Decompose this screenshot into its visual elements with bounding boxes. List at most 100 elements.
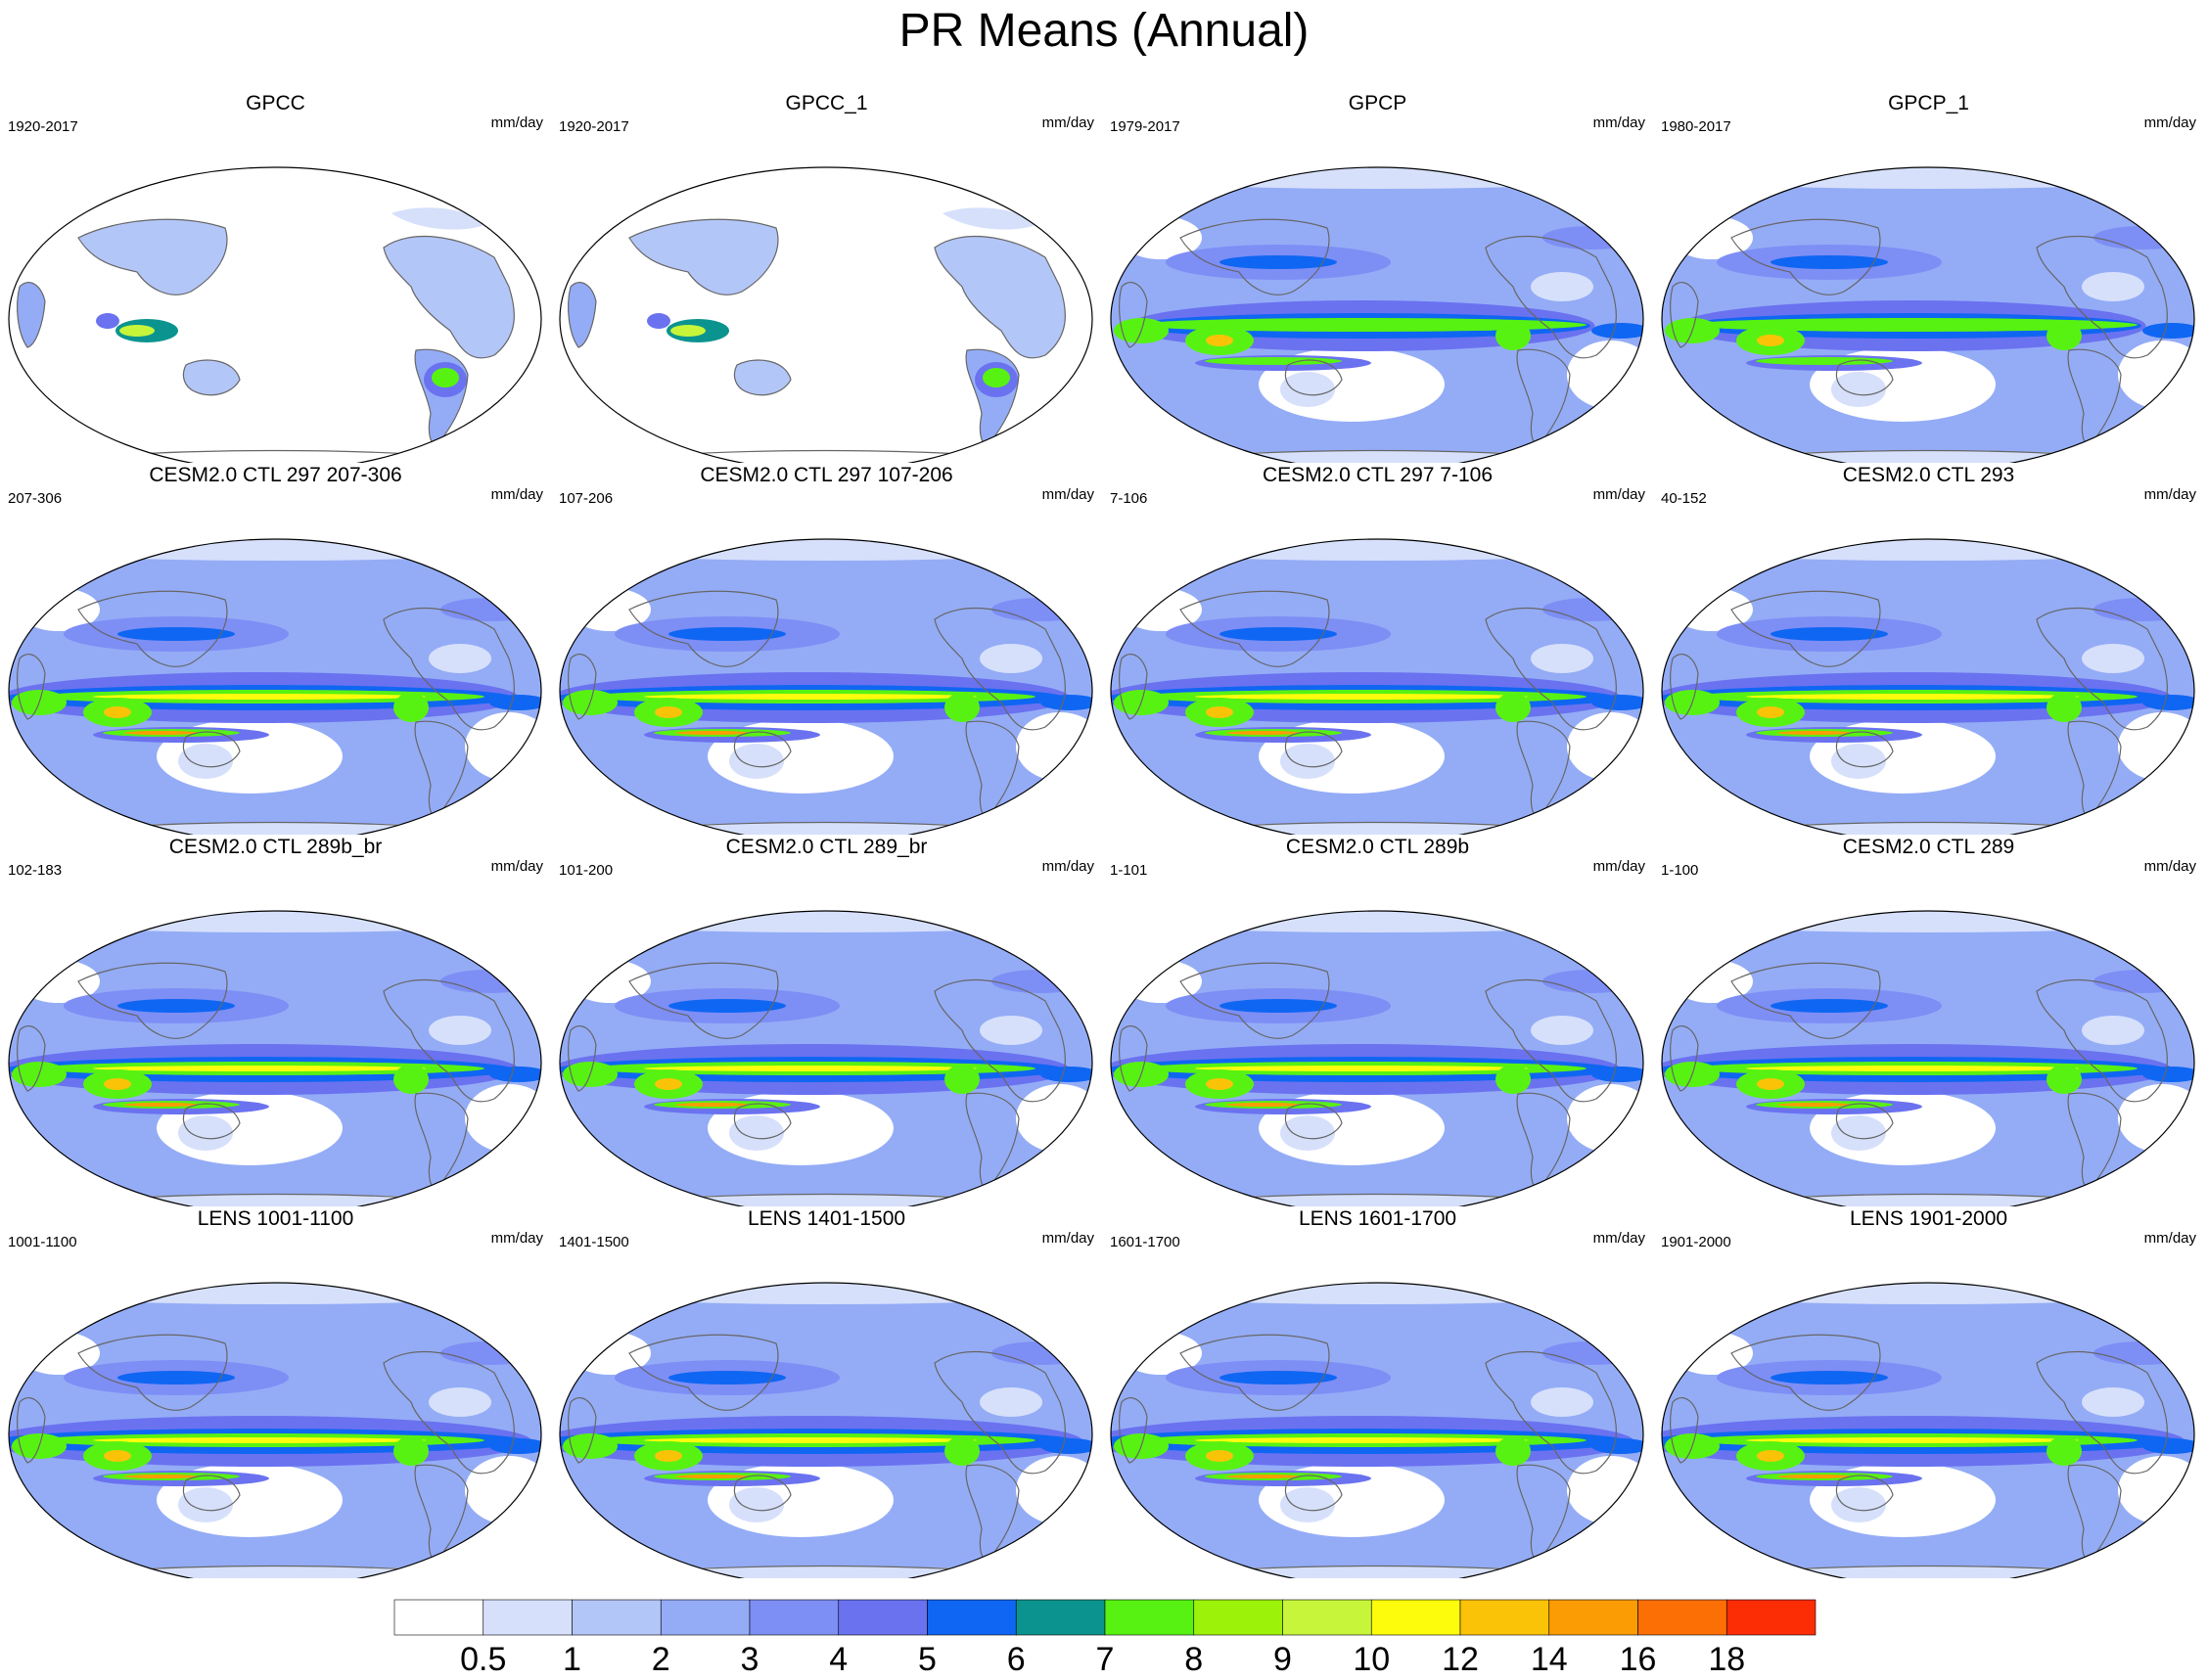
- atlantic-subtropic-dry: [1531, 644, 1593, 673]
- precip-field: [1111, 1283, 1643, 1578]
- colorbar-swatch: [1548, 1599, 1638, 1636]
- coastline: [1119, 654, 1148, 720]
- coastline: [628, 962, 779, 1039]
- amazon-rain: [2047, 693, 2082, 722]
- panel-units: mm/day: [2143, 114, 2196, 131]
- colorbar-swatch: [1104, 1599, 1195, 1636]
- colorbar-swatch: [1370, 1599, 1461, 1636]
- australia-dry: [1280, 1115, 1335, 1151]
- coastline: [733, 731, 792, 768]
- maritime-continent-peak: [1757, 335, 1784, 346]
- colorbar-swatch: [927, 1599, 1017, 1636]
- map-panel: CESM2.0 CTL 297 107-206 107-206 mm/day: [551, 463, 1102, 835]
- colorbar-label: 1: [563, 1641, 581, 1678]
- coastline: [182, 1103, 241, 1140]
- maritime-continent-peak: [1757, 1078, 1784, 1090]
- maritime-continent-peak: [1757, 706, 1784, 718]
- coastline: [1835, 1475, 1894, 1512]
- precip-field: [560, 167, 1092, 463]
- atlantic-subtropic-dry: [980, 1387, 1042, 1417]
- colorbar-label: 9: [1273, 1641, 1292, 1678]
- colorbar-label: 18: [1708, 1641, 1745, 1678]
- spcz-core: [1205, 357, 1342, 365]
- coastline: [934, 978, 1066, 1103]
- itcz-peak: [644, 694, 977, 700]
- coastline: [1219, 821, 1534, 828]
- coastline: [1835, 731, 1894, 768]
- amazon-rain: [393, 1436, 429, 1466]
- coastline: [1485, 978, 1617, 1103]
- amazon-rain: [944, 1436, 980, 1466]
- coastline: [182, 1475, 241, 1512]
- panel-title: LENS 1601-1700: [1298, 1207, 1457, 1230]
- panel-period: 1-100: [1661, 862, 1699, 879]
- atlantic-subtropic-dry: [1531, 1387, 1593, 1417]
- north-pacific-storm-core: [117, 1371, 235, 1385]
- colorbar-label: 14: [1531, 1641, 1568, 1678]
- spcz-peak: [675, 1475, 750, 1478]
- coastline: [77, 590, 228, 667]
- maritime-continent-peak: [104, 1078, 131, 1090]
- coastline: [1179, 218, 1330, 295]
- amazon-rain: [393, 693, 429, 722]
- map-panel: CESM2.0 CTL 293 40-152 mm/day: [1653, 463, 2204, 835]
- panel-period: 1401-1500: [559, 1234, 629, 1250]
- colorbar-swatch: [572, 1599, 662, 1636]
- maritime-continent-peak: [1206, 1078, 1233, 1090]
- panel-title: GPCP: [1348, 92, 1407, 114]
- north-pacific-storm-core: [1219, 999, 1337, 1013]
- maritime-continent-peak: [1206, 1450, 1233, 1462]
- panel-units: mm/day: [2143, 858, 2196, 875]
- atlantic-itcz: [2142, 1438, 2194, 1454]
- amazon-rain: [944, 1065, 980, 1094]
- panel-units: mm/day: [1592, 486, 1645, 503]
- atlantic-subtropic-dry: [2082, 1016, 2144, 1045]
- panel-period: 207-306: [8, 490, 63, 507]
- atlantic-subtropic-dry: [429, 644, 491, 673]
- americas-land: [384, 236, 515, 358]
- colorbar-label: 10: [1353, 1641, 1390, 1678]
- panel-period: 40-152: [1661, 490, 1707, 507]
- itcz-peak: [1195, 694, 1528, 700]
- precip-field: [1662, 167, 2194, 463]
- coastline: [1485, 607, 1617, 731]
- coastline: [568, 1025, 597, 1092]
- amazon-rain: [1495, 1065, 1531, 1094]
- atlantic-itcz: [2142, 1067, 2194, 1082]
- coastline: [628, 1334, 779, 1411]
- panel-period: 1001-1100: [8, 1234, 77, 1250]
- panel-period: 1901-2000: [1661, 1234, 1731, 1250]
- spcz-peak: [124, 1475, 199, 1478]
- maritime-continent-peak: [104, 706, 131, 718]
- americas-land: [935, 236, 1066, 358]
- coastline: [1770, 449, 2085, 456]
- itcz-peak: [1746, 694, 2079, 700]
- precipitation-map: [1110, 166, 1644, 463]
- coastline: [1670, 1025, 1699, 1092]
- precipitation-map: [1661, 1282, 2195, 1578]
- coastline: [182, 731, 241, 768]
- map-border: [8, 538, 542, 835]
- spcz-peak: [1777, 1103, 1852, 1107]
- spcz-peak: [1226, 1103, 1301, 1107]
- precipitation-map: [8, 538, 542, 835]
- amazon-rain-core: [983, 368, 1010, 387]
- coastline: [383, 978, 515, 1103]
- coastline: [2036, 607, 2168, 731]
- coastline: [1670, 1397, 1699, 1464]
- colorbar-swatch: [393, 1599, 484, 1636]
- coastline: [1670, 654, 1699, 720]
- itcz-peak: [1746, 1437, 2079, 1443]
- coastline: [1284, 731, 1343, 768]
- panel-title: CESM2.0 CTL 293: [1842, 464, 2015, 486]
- australia-dry: [1831, 744, 1886, 779]
- colorbar-swatch: [1282, 1599, 1372, 1636]
- spcz-peak: [675, 731, 750, 735]
- panel-period: 1-101: [1110, 862, 1148, 879]
- itcz-peak: [1195, 1066, 1528, 1071]
- itcz-peak: [93, 1437, 426, 1443]
- amazon-rain-core: [432, 368, 459, 387]
- atlantic-itcz: [2142, 695, 2194, 710]
- map-panel: LENS 1901-2000 1901-2000 mm/day: [1653, 1206, 2204, 1578]
- north-pacific-storm-core: [1771, 627, 1888, 641]
